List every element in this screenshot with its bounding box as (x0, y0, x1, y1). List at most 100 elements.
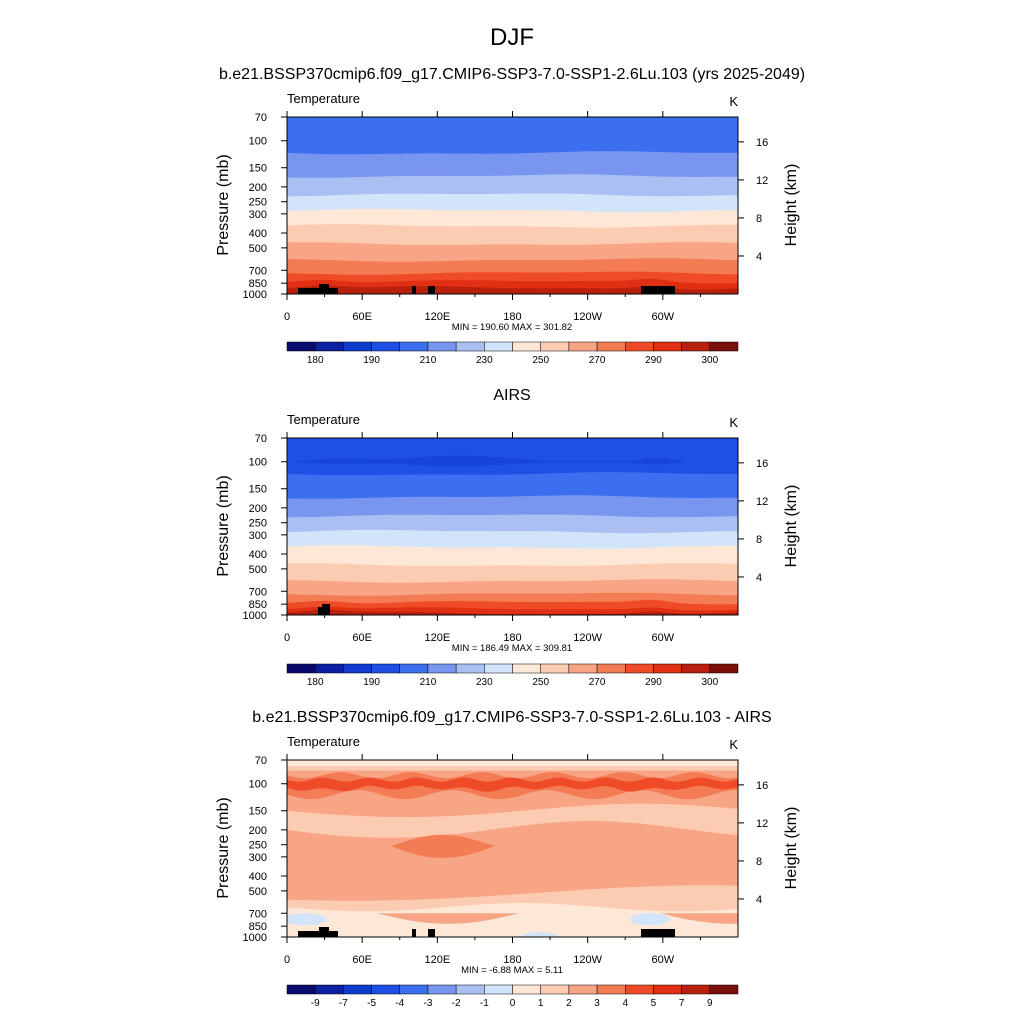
panel-1-subtitle: b.e21.BSSP370cmip6.f09_g17.CMIP6-SSP3-7.… (219, 66, 805, 83)
panel-3-terrain-7 (641, 931, 675, 937)
panel-2-units-label: K (729, 415, 738, 430)
panel-3-y-tick-label: 100 (249, 779, 267, 791)
panel-1-temperature-field (287, 117, 738, 294)
panel-1-y-tick-label: 850 (249, 278, 267, 290)
panel-1-colorbar-label: 300 (701, 355, 718, 366)
panel-2-colorbar-label: 290 (645, 677, 662, 688)
panel-3-colorbar-swatch (653, 984, 682, 995)
panel-1-colorbar-swatch (596, 341, 626, 352)
panel-1-x-tick-label: 120E (424, 311, 450, 323)
panel-3-colorbar: -9 -7 -5 -4 -3 -2 -1 0 1 2 3 4 5 7 9 (286, 984, 739, 1009)
panel-3-cool-spot-3 (520, 932, 560, 937)
panel-3-colorbar-swatch (540, 984, 570, 995)
panel-3-colorbar-swatch (286, 984, 316, 995)
panel-2-y-tick-label: 500 (249, 564, 267, 576)
panel-1-y-tick-label: 100 (249, 136, 267, 148)
panel-3-colorbar-label: 4 (622, 998, 628, 1009)
panel-3-colorbar-swatch (568, 984, 598, 995)
panel-3-y-tick-label: 150 (249, 806, 267, 818)
panel-3-colorbar-swatch (512, 984, 541, 995)
panel-1-height-tick-label: 8 (756, 213, 762, 225)
panel-1-colorbar-label: 190 (363, 355, 380, 366)
panel-1-colorbar-label: 290 (645, 355, 662, 366)
panel-1-y-tick-label: 300 (249, 209, 267, 221)
panel-3-colorbar-swatch (625, 984, 654, 995)
panel-2-colorbar-label: 210 (420, 677, 437, 688)
panel-3-terrain-1 (298, 931, 325, 937)
panel-2-y-tick-label: 400 (249, 549, 267, 561)
panel-3-height-tick-label: 12 (756, 818, 768, 830)
panel-3-x-tick-label: 60W (652, 954, 675, 966)
panel-1-variable-label: Temperature (287, 91, 360, 106)
panel-2-x-tick-label: 180 (503, 632, 521, 644)
panel-2-colorbar-swatch (427, 663, 457, 674)
panel-2-colorbar-swatch (286, 663, 316, 674)
panel-1-colorbar-swatch (314, 341, 344, 352)
panel-2-colorbar-swatch (484, 663, 513, 674)
panel-1-y-tick-label: 200 (249, 182, 267, 194)
panel-3-colorbar-swatch (427, 984, 457, 995)
panel-2-y-tick-label: 1000 (243, 610, 267, 622)
panel-1-x-tick-label: 60W (652, 311, 675, 323)
panel-1-x-tick-label: 0 (284, 311, 290, 323)
panel-2-height-tick-label: 4 (756, 572, 762, 584)
panel-3-y-tick-label: 700 (249, 908, 267, 920)
panel-3-height-tick-label: 16 (756, 780, 768, 792)
panel-1-terrain-4 (412, 286, 416, 294)
panel-1-height-tick-label: 12 (756, 175, 768, 187)
panel-2-colorbar-swatch (399, 663, 429, 674)
panel-2-height-tick-label: 8 (756, 534, 762, 546)
panel-1-height-tick-label: 4 (756, 251, 762, 263)
panel-3-x-tick-label: 180 (503, 954, 521, 966)
panel-1-y-tick-label: 70 (255, 112, 267, 124)
panel-2-cold-core (297, 455, 683, 467)
panel-3-x-tick-label: 0 (284, 954, 290, 966)
panel-3-variable-label: Temperature (287, 734, 360, 749)
panel-3-terrain-2 (319, 927, 329, 937)
panel-3-colorbar-label: 7 (679, 998, 685, 1009)
panel-1-terrain-2 (319, 284, 329, 294)
panel-3-colorbar-label: 5 (651, 998, 657, 1009)
panel-3-colorbar-swatch (596, 984, 626, 995)
panel-3-min-max-stats: MIN = -6.88 MAX = 5.11 (461, 965, 563, 976)
panel-2-colorbar-label: 180 (307, 677, 324, 688)
panel-1-colorbar-label: 230 (476, 355, 493, 366)
panel-1-colorbar-swatch (681, 341, 711, 352)
panel-3-y-tick-label: 500 (249, 886, 267, 898)
panel-2-colorbar: 180 190 210 230 250 270 290 300 (286, 663, 739, 688)
panel-3-terrain-4 (412, 929, 416, 937)
panel-1-colorbar-swatch (512, 341, 541, 352)
panel-2-colorbar-swatch (540, 663, 570, 674)
panel-1-x-tick-label: 120W (573, 311, 602, 323)
panel-1-colorbar-swatch (540, 341, 570, 352)
panel-1-colorbar-swatch (455, 341, 485, 352)
panel-3-near-zero-lower (287, 903, 738, 937)
panel-3-warm-tropopause-core (287, 777, 738, 792)
panel-3-colorbar-swatch (343, 984, 372, 995)
panel-1-terrain-1 (298, 288, 325, 294)
panel-3-colorbar-swatch (484, 984, 513, 995)
panel-3-colorbar-swatch (399, 984, 429, 995)
panel-3-terrain-3 (329, 931, 338, 937)
panel-3-y-tick-label: 250 (249, 840, 267, 852)
panel-3-colorbar-label: -3 (423, 998, 432, 1009)
panel-3-colorbar-label: -5 (367, 998, 376, 1009)
panel-1-colorbar-swatch (625, 341, 654, 352)
panel-3-x-tick-label: 120W (573, 954, 602, 966)
panel-1-y-tick-label: 700 (249, 265, 267, 277)
panel-1-colorbar-swatch (371, 341, 400, 352)
panel-3-warm-lower-patch (287, 913, 738, 924)
panel-3-colorbar-swatch (681, 984, 711, 995)
panel-1-terrain-7 (641, 288, 675, 294)
panel-2-colorbar-swatch (455, 663, 485, 674)
panel-2-y-tick-label: 700 (249, 586, 267, 598)
panel-3-colorbar-label: 1 (538, 998, 544, 1009)
panel-2-colorbar-label: 250 (532, 677, 549, 688)
panel-2-colorbar-label: 270 (589, 677, 606, 688)
panel-3-colorbar-label: -9 (311, 998, 320, 1009)
panel-1-colorbar-label: 210 (420, 355, 437, 366)
panel-2-subtitle: AIRS (493, 387, 530, 404)
